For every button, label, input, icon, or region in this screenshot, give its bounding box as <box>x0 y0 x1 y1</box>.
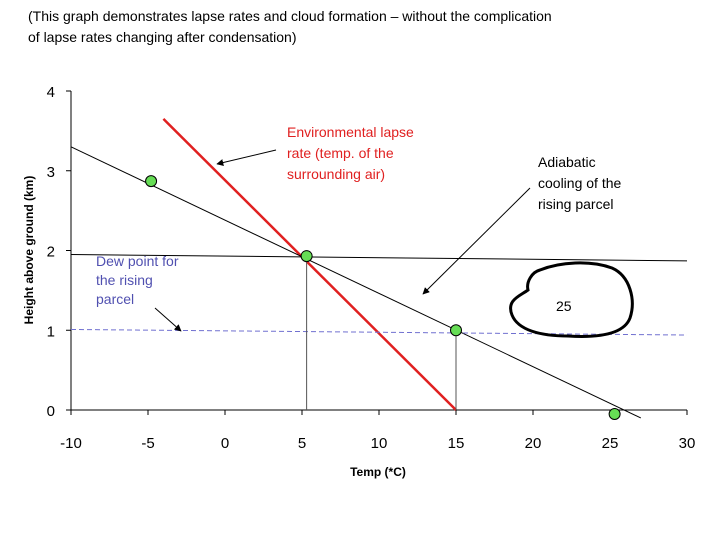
env-lapse-label: Environmental lapse rate (temp. of the sur… <box>287 124 414 182</box>
caption-line-2: of lapse rates changing after condensati… <box>28 29 297 45</box>
x-tick-label: -5 <box>141 435 154 452</box>
adiabatic-label: Adiabatic cooling of the rising parcel <box>538 154 621 212</box>
x-tick-label: 15 <box>448 435 465 452</box>
series-line-adiabatic <box>70 146 642 419</box>
data-point <box>145 175 158 188</box>
dew-label-arrow <box>154 307 182 332</box>
caption-line-1: (This graph demonstrates lapse rates and… <box>28 8 552 24</box>
x-tick-label: 30 <box>679 435 696 452</box>
data-point <box>300 250 313 263</box>
x-tick-label: 5 <box>298 435 306 452</box>
chart-caption: (This graph demonstrates lapse rates and… <box>28 6 728 48</box>
series-line-dewpoint <box>70 328 688 336</box>
y-tick-label: 0 <box>47 403 55 420</box>
y-tick-label: 2 <box>47 244 55 261</box>
data-point <box>608 407 621 420</box>
dew-point-label: Dew point for the rising parcel <box>96 253 179 307</box>
x-tick-label: 20 <box>525 435 542 452</box>
plot-area <box>70 118 688 420</box>
y-tick-label: 3 <box>47 164 55 181</box>
cloud-label: 25 <box>556 298 572 314</box>
series-line-dewline <box>70 253 688 262</box>
x-axis-label: Temp (*C) <box>350 465 406 479</box>
annotations: Environmental lapse rate (temp. of the sur… <box>96 124 634 338</box>
x-tick-label: 25 <box>602 435 619 452</box>
series-line-env <box>162 118 457 411</box>
x-tick-label: -10 <box>60 435 82 452</box>
y-tick-label: 1 <box>47 323 55 340</box>
axes: -10 -5 0 5 10 15 20 25 30 0 1 2 3 4 <box>47 84 696 452</box>
adiabatic-label-arrow <box>422 187 531 295</box>
x-tick-label: 0 <box>221 435 229 452</box>
x-tick-label: 10 <box>371 435 388 452</box>
cloud-outline <box>509 261 634 338</box>
y-tick-label: 4 <box>47 84 55 101</box>
data-point <box>450 324 462 337</box>
y-axis-label: Height above ground (km) <box>22 176 36 325</box>
env-label-arrow <box>216 149 277 166</box>
